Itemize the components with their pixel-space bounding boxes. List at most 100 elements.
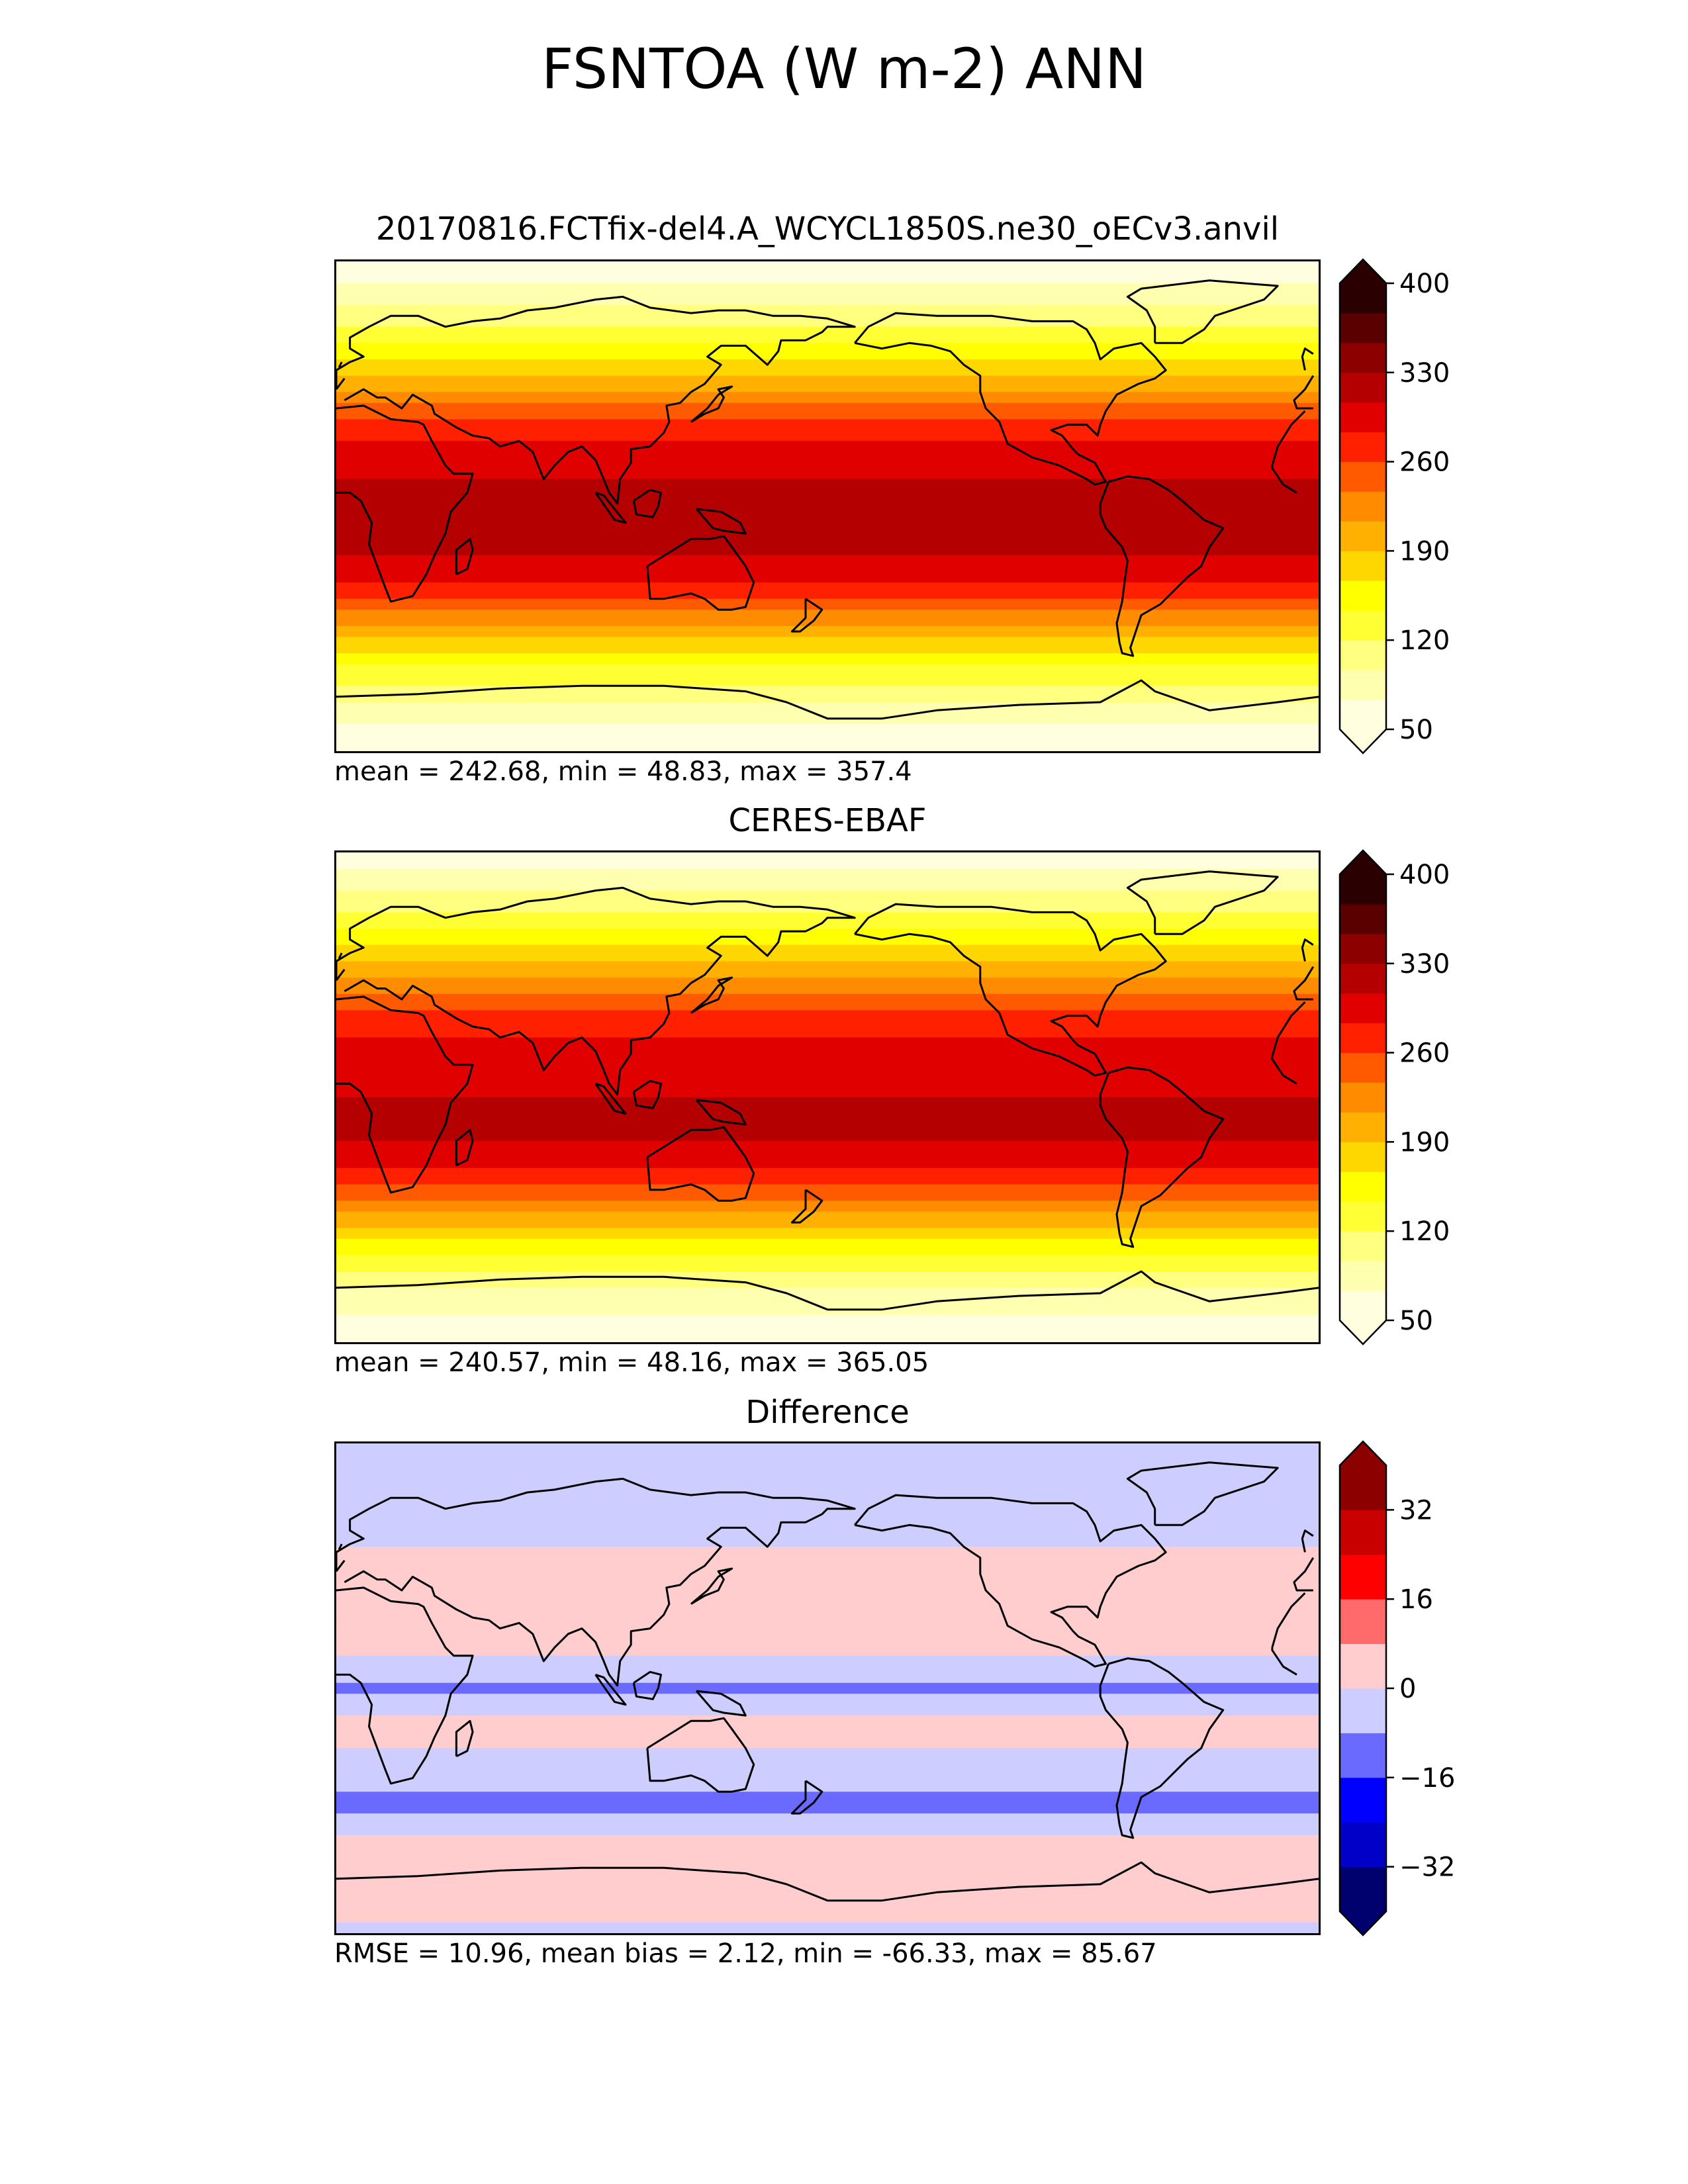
stats-model: mean = 242.68, min = 48.83, max = 357.4: [334, 756, 912, 787]
map-band-1: [336, 874, 1319, 880]
map-band-2: [336, 1813, 1319, 1819]
map-band-0: [336, 539, 1319, 545]
map-band-1: [336, 1326, 1319, 1332]
colorbar-segment-0: [1340, 491, 1386, 522]
map-band-1: [336, 1184, 1319, 1191]
map-band-1: [336, 1157, 1319, 1163]
map-band-1: [336, 972, 1319, 978]
map-band-1: [336, 1238, 1319, 1245]
map-band-0: [336, 310, 1319, 316]
map-band-2: [336, 1819, 1319, 1825]
colorbar-tick-label: 260: [1399, 1038, 1450, 1069]
colorbar-tick-label: 16: [1399, 1584, 1433, 1615]
map-band-0: [336, 343, 1319, 349]
colorbar-segment-2: [1340, 1777, 1386, 1823]
map-band-0: [336, 544, 1319, 551]
colorbar-segment-0: [1340, 670, 1386, 700]
map-band-0: [336, 272, 1319, 279]
map-band-2: [336, 1465, 1319, 1471]
map-bands: [336, 261, 1319, 751]
colorbar-tick-label: 190: [1399, 536, 1450, 567]
map-band-1: [336, 993, 1319, 1000]
map-band-0: [336, 375, 1319, 382]
map-band-1: [336, 950, 1319, 956]
map-band-2: [336, 1682, 1319, 1689]
coastline-9: [790, 1189, 823, 1224]
colorbar-extend-min: [1340, 729, 1386, 753]
map-band-1: [336, 961, 1319, 968]
map-band-0: [336, 588, 1319, 594]
coastline-3: [336, 295, 1315, 505]
map-band-1: [336, 1244, 1319, 1250]
map-band-2: [336, 1709, 1319, 1716]
colorbar-segment-1: [1340, 1082, 1386, 1113]
map-band-0: [336, 283, 1319, 289]
map-band-1: [336, 852, 1319, 858]
colorbar-extend-max: [1340, 1441, 1386, 1465]
colorbar-segment-1: [1340, 874, 1386, 905]
coastline-13: [336, 1270, 1319, 1311]
map-band-0: [336, 659, 1319, 665]
map-band-0: [336, 294, 1319, 300]
map-band-1: [336, 1075, 1319, 1081]
map-band-2: [336, 1856, 1319, 1863]
map-band-2: [336, 1753, 1319, 1760]
map-band-1: [336, 1250, 1319, 1256]
map-band-2: [336, 1807, 1319, 1814]
map-band-2: [336, 1535, 1319, 1542]
map-band-0: [336, 740, 1319, 747]
coastline-11: [594, 491, 627, 524]
map-band-2: [336, 1884, 1319, 1890]
map-band-0: [336, 326, 1319, 333]
map-band-2: [336, 1900, 1319, 1907]
map-band-1: [336, 1179, 1319, 1185]
map-band-1: [336, 1189, 1319, 1196]
figure-title: FSNTOA (W m-2) ANN: [541, 36, 1147, 101]
map-band-2: [336, 1530, 1319, 1537]
map-band-2: [336, 1873, 1319, 1880]
map-band-0: [336, 512, 1319, 518]
map-band-0: [336, 277, 1319, 284]
colorbar-tick-label: 120: [1399, 625, 1450, 656]
colorbar-segment-1: [1340, 1261, 1386, 1291]
map-band-1: [336, 929, 1319, 934]
map-obs: [334, 850, 1321, 1344]
map-band-1: [336, 1010, 1319, 1017]
map-band-2: [336, 1775, 1319, 1782]
map-band-1: [336, 1042, 1319, 1049]
map-band-2: [336, 1677, 1319, 1684]
map-band-2: [336, 1704, 1319, 1711]
map-band-0: [336, 332, 1319, 338]
map-band-2: [336, 1471, 1319, 1477]
coastline-6: [646, 535, 755, 611]
map-bands: [336, 852, 1319, 1342]
map-band-1: [336, 1206, 1319, 1212]
map-band-1: [336, 1140, 1319, 1147]
map-band-0: [336, 517, 1319, 523]
map-band-0: [336, 680, 1319, 686]
colorbar-outline: [1338, 1440, 1387, 1936]
colorbar-segment-2: [1340, 1733, 1386, 1778]
coastline-8: [455, 1128, 474, 1167]
coastline-4: [338, 1529, 1314, 1553]
map-band-0: [336, 593, 1319, 600]
map-band-0: [336, 702, 1319, 708]
map-band-2: [336, 1569, 1319, 1574]
map-band-0: [336, 392, 1319, 398]
map-band-1: [336, 1298, 1319, 1305]
map-band-2: [336, 1574, 1319, 1580]
map-band-2: [336, 1715, 1319, 1721]
map-band-0: [336, 610, 1319, 616]
map-band-2: [336, 1628, 1319, 1635]
map-band-1: [336, 944, 1319, 951]
colorbar-segment-0: [1340, 342, 1386, 373]
map-band-1: [336, 1293, 1319, 1299]
colorbar-segment-0: [1340, 432, 1386, 463]
map-band-1: [336, 1059, 1319, 1066]
colorbar-segment-2: [1340, 1554, 1386, 1600]
colorbar-segment-1: [1340, 1052, 1386, 1083]
coastline-7: [690, 385, 733, 423]
map-band-0: [336, 381, 1319, 387]
map-band-2: [336, 1868, 1319, 1874]
colorbar-tick-label: 32: [1399, 1495, 1433, 1525]
